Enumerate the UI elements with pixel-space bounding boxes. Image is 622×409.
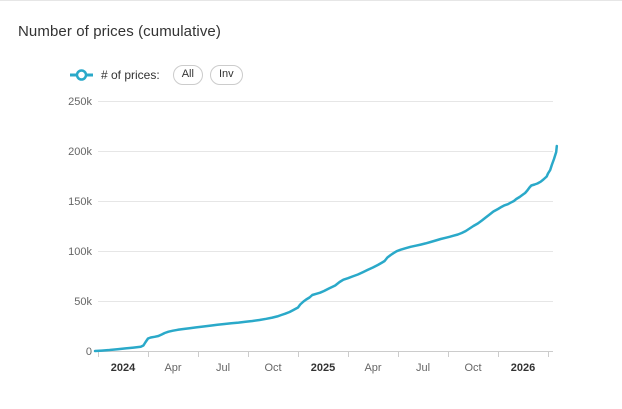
y-axis-label: 200k <box>68 146 92 158</box>
legend-item-prices[interactable]: # of prices: <box>69 68 173 82</box>
filter-all-button[interactable]: All <box>172 65 203 85</box>
top-divider <box>0 0 622 1</box>
series-line <box>93 144 559 353</box>
x-axis-label: Oct <box>264 362 281 374</box>
y-axis-label: 150k <box>68 196 92 208</box>
x-axis-label: Apr <box>364 362 381 374</box>
x-axis-label: Jul <box>416 362 430 374</box>
x-axis-label: Jul <box>216 362 230 374</box>
y-axis-label: 100k <box>68 246 92 258</box>
y-axis-label: 50k <box>74 296 92 308</box>
chart-legend: # of prices: All Inv <box>69 65 243 85</box>
filter-inv-button[interactable]: Inv <box>209 65 243 85</box>
x-axis-label: Oct <box>464 362 481 374</box>
y-axis-label: 0 <box>86 346 92 358</box>
chart-title: Number of prices (cumulative) <box>18 23 221 40</box>
series-marker-icon <box>70 69 93 81</box>
x-axis-label: Apr <box>164 362 181 374</box>
x-axis-label: 2024 <box>111 362 136 374</box>
legend-series-label: # of prices: <box>101 68 160 82</box>
y-axis-label: 250k <box>68 96 92 108</box>
x-axis-label: 2025 <box>311 362 335 374</box>
x-axis-label: 2026 <box>511 362 535 374</box>
